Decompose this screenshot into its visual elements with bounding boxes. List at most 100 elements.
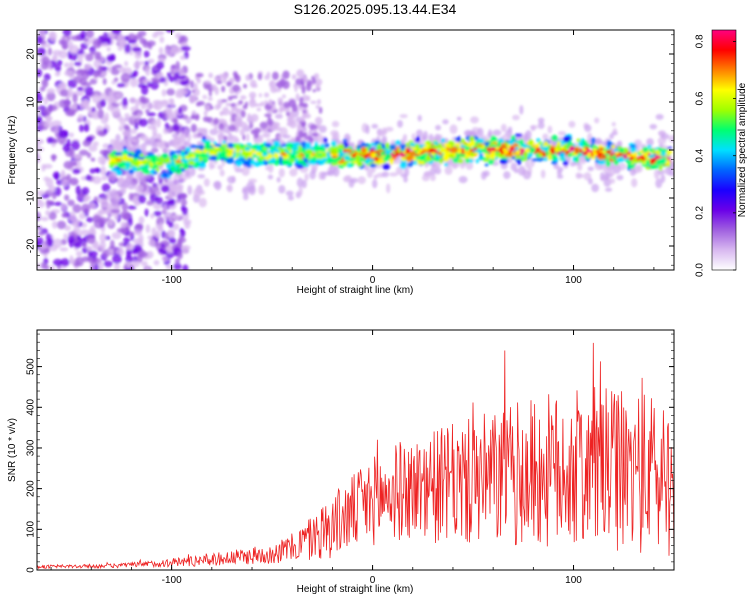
spectrogram-cell	[271, 71, 279, 81]
spectrogram-cell	[492, 137, 498, 142]
spectrogram-cell	[177, 240, 183, 249]
spectrogram-cell	[105, 95, 111, 101]
spectrogram-cell	[313, 73, 320, 79]
spectrogram-cell	[101, 202, 109, 208]
spectrogram-hotspot	[582, 147, 587, 151]
spectrogram-cell	[51, 120, 62, 127]
spectrogram-cell	[195, 102, 201, 107]
spectrogram-cell	[117, 189, 127, 195]
spectrogram-cell	[381, 135, 387, 143]
spectrogram-cell	[54, 65, 62, 72]
spectrogram-hotspot	[525, 149, 530, 153]
spectrogram-cell	[115, 134, 121, 143]
spectrogram-cell	[128, 169, 135, 175]
spectrogram-cell	[456, 116, 462, 121]
spectrogram-cell	[256, 152, 263, 157]
spectrogram-cell	[93, 59, 101, 69]
colorbar-tick-label: 0.6	[695, 91, 706, 105]
spectrogram-cell	[226, 185, 232, 191]
spectrogram-cell	[302, 127, 308, 132]
spectrogram-cell	[415, 129, 423, 138]
spectrogram-cell	[98, 92, 108, 102]
spectrogram-hotspot	[578, 149, 583, 153]
spectrogram-cell	[259, 121, 268, 129]
spectrogram-cell	[153, 79, 162, 84]
snr-y-tick-label: 200	[26, 480, 37, 497]
spectrogram-cell	[128, 97, 137, 104]
spectrogram-hotspot	[602, 154, 607, 158]
spectrogram-cell	[143, 50, 150, 58]
spectrogram-cell	[107, 66, 112, 73]
spectrogram-cell	[72, 218, 81, 228]
spectrogram-cell	[159, 36, 165, 44]
spectrogram-cell	[67, 235, 75, 244]
spectrogram-cell	[457, 135, 462, 143]
spectrogram-hotspot	[593, 152, 598, 156]
spectrogram-cell	[418, 140, 425, 146]
spectrogram-cell	[289, 111, 294, 120]
spectrogram-cell	[113, 262, 121, 270]
spectrogram-cell	[164, 49, 173, 57]
spectrogram-cell	[143, 140, 152, 146]
spectrogram-cell	[69, 148, 75, 159]
spectrogram-cell	[119, 117, 126, 126]
spectrogram-cell	[342, 175, 351, 183]
spectrogram-cell	[60, 258, 70, 267]
spectrogram-cell	[361, 143, 370, 148]
spectrogram-cell	[172, 223, 180, 231]
spectrogram-cell	[74, 242, 82, 249]
spectrogram-hotspot	[508, 150, 513, 154]
spectrogram-cell	[291, 154, 297, 159]
spectrogram-cell	[210, 155, 218, 161]
spectrogram-cell	[160, 101, 169, 108]
spectrogram-cell	[616, 174, 624, 181]
spectrogram-cell	[268, 98, 273, 107]
spectrogram-cell	[444, 166, 453, 175]
spectrogram-cell	[618, 147, 625, 154]
spectrogram-cell	[173, 137, 180, 142]
spectrogram-cell	[276, 177, 281, 183]
spectrogram-cell	[512, 114, 520, 121]
spectrogram-cell	[123, 237, 130, 244]
spectrogram-cell	[222, 140, 226, 144]
spectrogram-cell	[180, 132, 187, 141]
spectrogram-cell	[124, 113, 130, 119]
spectrogram-cell	[119, 161, 126, 167]
spectrogram-hotspot	[614, 151, 619, 155]
spectrogram-cell	[250, 113, 259, 122]
spectrogram-cell	[416, 135, 421, 143]
spectrogram-cell	[168, 221, 174, 229]
spectrogram-cell	[174, 150, 183, 154]
spectrogram-cell	[81, 203, 91, 214]
spectrogram-cell	[574, 156, 580, 163]
spectrogram-cell	[214, 104, 221, 110]
spectrogram-cell	[222, 72, 228, 80]
spectrogram-cell	[134, 200, 140, 206]
spectrogram-cell	[118, 176, 125, 184]
spectrogram-cell	[114, 152, 123, 156]
spectrogram-cell	[244, 146, 250, 152]
colorbar-gradient	[712, 30, 736, 270]
spectrogram-cell	[201, 139, 207, 143]
spectrogram-cell	[284, 160, 289, 165]
colorbar-tick-label: 0.8	[695, 34, 706, 48]
spectrogram-cell	[322, 152, 327, 157]
spectrogram-cell	[661, 133, 670, 140]
spectrogram-cell	[145, 224, 151, 234]
spectrogram-cell	[259, 143, 265, 149]
spectrogram-cell	[267, 174, 274, 180]
spectrogram-cell	[43, 97, 49, 106]
spectrogram-cell	[235, 149, 241, 153]
spectrogram-cell	[88, 202, 96, 210]
spectrogram-cell	[109, 161, 116, 167]
spectrogram-cell	[118, 66, 126, 74]
spectrogram-cell	[89, 225, 96, 236]
spectrogram-cell	[315, 104, 320, 109]
spectrogram-cell	[540, 169, 546, 179]
spectrogram-cell	[625, 159, 633, 164]
spectrogram-cell	[168, 230, 175, 238]
spectrogram-cell	[356, 148, 362, 152]
spectrogram-cell	[263, 92, 270, 98]
spectrogram-cell	[399, 162, 408, 169]
spectrogram-cell	[37, 142, 41, 148]
